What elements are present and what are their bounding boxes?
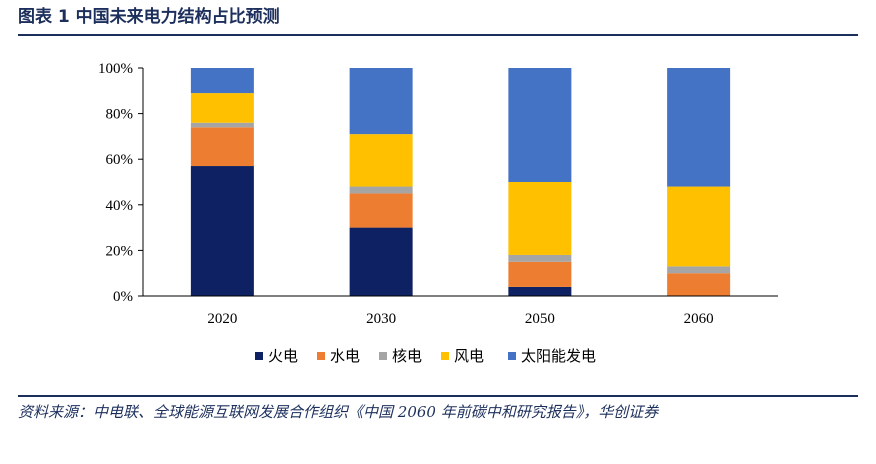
bar-segment (349, 134, 413, 187)
stacked-bar-chart: 0% 20% 40% 60% 80% 100% 2020 2030 2050 2060 火电 水电 核… (98, 61, 778, 365)
source-note: 资料来源：中电联、全球能源互联网发展合作组织《中国 2060 年前碳中和研究报告… (18, 403, 659, 421)
source-divider (18, 395, 858, 397)
legend: 火电 水电 核电 风电 太阳能发电 (255, 347, 596, 365)
bar-segment (508, 286, 572, 296)
y-tick-label: 80% (106, 107, 134, 123)
bar-segment (190, 127, 254, 167)
plot-area: 0% 20% 40% 60% 80% 100% 2020 2030 2050 2060 (98, 61, 778, 327)
y-tick-label: 0% (113, 289, 133, 305)
x-tick-label: 2050 (525, 311, 555, 327)
figure-title: 图表 1 中国未来电力结构占比预测 (18, 7, 280, 27)
bar-segment (667, 273, 731, 296)
bar-segment (190, 166, 254, 296)
bar-segment (190, 122, 254, 128)
bar-segment (190, 68, 254, 94)
legend-swatch (255, 352, 263, 360)
x-tick-label: 2030 (366, 311, 396, 327)
bar-segment (349, 193, 413, 228)
title-divider (18, 34, 858, 36)
bar-segment (349, 68, 413, 135)
bar-segment (667, 186, 731, 267)
legend-swatch (441, 352, 449, 360)
bar-segment (508, 182, 572, 255)
bar-segment (667, 68, 731, 187)
bar-segment (190, 93, 254, 123)
x-tick-label: 2020 (207, 311, 237, 327)
legend-swatch (508, 352, 516, 360)
legend-swatch (317, 352, 325, 360)
y-tick-label: 100% (98, 61, 133, 77)
legend-label: 太阳能发电 (521, 347, 596, 365)
legend-label: 核电 (392, 347, 422, 365)
legend-label: 火电 (268, 347, 298, 365)
bar-segment (508, 261, 572, 287)
x-tick-label: 2060 (684, 311, 714, 327)
bar-segment (508, 68, 572, 182)
legend-label: 风电 (454, 347, 484, 365)
bar-segment (349, 227, 413, 296)
bar-segment (349, 186, 413, 194)
legend-swatch (379, 352, 387, 360)
y-tick-label: 20% (106, 243, 134, 259)
legend-label: 水电 (330, 347, 360, 365)
y-tick-label: 40% (106, 198, 134, 214)
y-tick-label: 60% (106, 152, 134, 168)
bar-segment (667, 266, 731, 274)
bar-segment (508, 254, 572, 262)
